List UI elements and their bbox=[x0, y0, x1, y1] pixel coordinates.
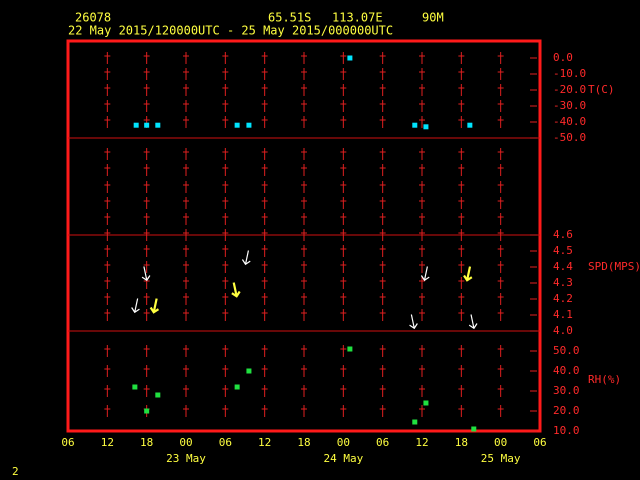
point bbox=[144, 122, 150, 128]
arrow-shaft bbox=[241, 250, 251, 266]
station-id: 26078 bbox=[75, 11, 111, 25]
arrow-shaft bbox=[463, 266, 473, 282]
arrow-shaft bbox=[468, 314, 478, 330]
y-tick-label: 10.0 bbox=[553, 424, 580, 437]
point bbox=[423, 400, 429, 406]
wind-arrow bbox=[241, 250, 251, 266]
point bbox=[234, 384, 240, 390]
y-tick-label: 4.4 bbox=[553, 260, 573, 273]
point bbox=[347, 55, 353, 61]
point bbox=[133, 122, 139, 128]
wind-arrow bbox=[409, 314, 418, 330]
x-date-label: 23 May bbox=[166, 452, 206, 465]
point bbox=[246, 122, 252, 128]
latitude: 65.51S bbox=[268, 11, 311, 25]
y-tick-label: -20.0 bbox=[553, 83, 586, 96]
arrow-shaft bbox=[131, 298, 140, 314]
x-date-label: 25 May bbox=[481, 452, 521, 465]
point bbox=[155, 392, 161, 398]
x-date-label: 24 May bbox=[323, 452, 363, 465]
y-tick-label: -10.0 bbox=[553, 67, 586, 80]
point bbox=[471, 426, 477, 432]
x-tick-label: 06 bbox=[533, 436, 546, 449]
point bbox=[155, 122, 161, 128]
y-tick-label: 40.0 bbox=[553, 364, 580, 377]
x-tick-label: 12 bbox=[101, 436, 114, 449]
x-tick-label: 00 bbox=[337, 436, 350, 449]
y-tick-label: -40.0 bbox=[553, 115, 586, 128]
x-tick-label: 06 bbox=[376, 436, 389, 449]
x-tick-label: 18 bbox=[140, 436, 153, 449]
y-tick-label: 4.1 bbox=[553, 308, 573, 321]
x-tick-label: 12 bbox=[415, 436, 428, 449]
wind-arrow bbox=[149, 298, 160, 314]
arrow-shaft bbox=[420, 266, 430, 282]
x-tick-label: 18 bbox=[297, 436, 310, 449]
x-tick-label: 18 bbox=[455, 436, 468, 449]
y-axis-label: T(C) bbox=[588, 83, 615, 96]
point bbox=[347, 346, 353, 352]
y-tick-label: 30.0 bbox=[553, 384, 580, 397]
arrow-shaft bbox=[409, 314, 418, 330]
arrow-shaft bbox=[141, 266, 151, 282]
wind-arrow bbox=[141, 266, 151, 282]
point bbox=[234, 122, 240, 128]
y-tick-label: 20.0 bbox=[553, 404, 580, 417]
y-axis-label: RH(%) bbox=[588, 373, 621, 386]
point bbox=[246, 368, 252, 374]
y-tick-label: -30.0 bbox=[553, 99, 586, 112]
y-tick-label: 4.6 bbox=[553, 228, 573, 241]
wind-arrow bbox=[231, 282, 241, 298]
point bbox=[423, 124, 429, 130]
y-tick-label: 0.0 bbox=[553, 51, 573, 64]
arrow-shaft bbox=[149, 298, 160, 314]
page-number: 2 bbox=[12, 465, 19, 478]
y-axis-label: SPD(MPS) bbox=[588, 260, 640, 273]
arrow-shaft bbox=[231, 282, 241, 298]
y-tick-label: 4.5 bbox=[553, 244, 573, 257]
x-tick-label: 06 bbox=[219, 436, 232, 449]
point bbox=[132, 384, 138, 390]
wind-arrow bbox=[463, 266, 473, 282]
point bbox=[467, 122, 473, 128]
point bbox=[412, 419, 418, 425]
y-tick-label: 4.0 bbox=[553, 324, 573, 337]
y-tick-label: 4.2 bbox=[553, 292, 573, 305]
point bbox=[412, 122, 418, 128]
x-tick-label: 12 bbox=[258, 436, 271, 449]
point bbox=[144, 408, 150, 414]
wind-arrow bbox=[131, 298, 140, 314]
period: 22 May 2015/120000UTC - 25 May 2015/0000… bbox=[68, 24, 393, 38]
longitude: 113.07E bbox=[332, 11, 383, 25]
y-tick-label: 4.3 bbox=[553, 276, 573, 289]
y-tick-label: -50.0 bbox=[553, 131, 586, 144]
frame bbox=[66, 39, 542, 433]
x-tick-label: 00 bbox=[179, 436, 192, 449]
x-tick-label: 00 bbox=[494, 436, 507, 449]
x-tick-label: 06 bbox=[61, 436, 74, 449]
y-tick-label: 50.0 bbox=[553, 344, 580, 357]
wind-arrow bbox=[468, 314, 478, 330]
elevation: 90M bbox=[422, 11, 444, 25]
wind-arrow bbox=[420, 266, 430, 282]
